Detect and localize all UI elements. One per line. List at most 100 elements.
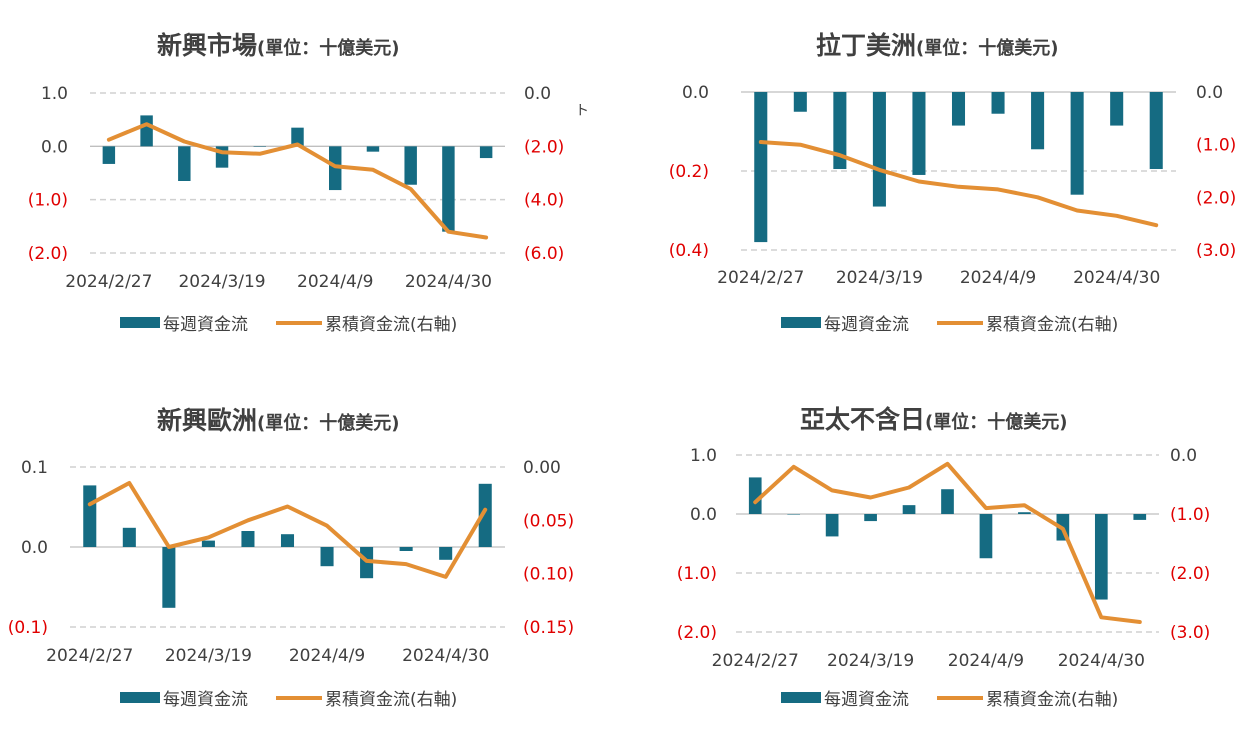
chart-legend: 每週資金流 累積資金流(右軸) — [781, 310, 1118, 335]
stray-mark: ト — [575, 103, 589, 119]
bar — [178, 146, 191, 181]
right-tick-label: (6.0) — [524, 244, 564, 264]
bar — [754, 92, 768, 243]
chart-panel-latin-america: 0.0 (0.2) (0.4) 0.0 (1.0) (2.0) (3.0) 2024/2/27… — [624, 0, 1244, 360]
legend-line-swatch — [937, 320, 983, 325]
x-tick-label: 2024/4/9 — [948, 651, 1024, 671]
bar — [291, 127, 304, 147]
legend-line-label: 累積資金流(右軸) — [986, 690, 1119, 710]
bar — [280, 534, 295, 547]
legend-bar-label: 每週資金流 — [824, 690, 909, 710]
left-tick-label: (1.0) — [28, 191, 68, 211]
legend-bar-label: 每週資金流 — [824, 315, 909, 335]
bar — [201, 540, 215, 547]
legend-line-label: 累積資金流(右軸) — [986, 315, 1119, 335]
x-tick-label: 2024/3/19 — [178, 272, 265, 292]
bar — [241, 531, 255, 547]
chart-title-main: 新興歐洲 — [157, 406, 258, 435]
bar — [404, 146, 417, 185]
bar — [1133, 514, 1147, 520]
left-tick-label: 0.0 — [41, 137, 68, 157]
chart-legend: 每週資金流 累積資金流(右軸) — [781, 685, 1118, 710]
x-tick-label: 2024/2/27 — [65, 272, 152, 292]
right-tick-label: (1.0) — [1170, 505, 1210, 525]
bar — [442, 146, 455, 232]
left-tick-label: 0.0 — [690, 505, 717, 525]
bar — [439, 547, 453, 560]
bar — [1110, 92, 1124, 126]
bar — [991, 92, 1005, 114]
bar — [833, 92, 847, 170]
right-tick-label: 0.0 — [1170, 446, 1197, 466]
left-tick-label: 1.0 — [690, 446, 717, 466]
x-tick-label: 2024/3/19 — [836, 268, 923, 288]
right-tick-label: (2.0) — [524, 137, 564, 157]
bar — [951, 92, 966, 126]
chart-title-unit: (單位：十億美元) — [257, 38, 400, 59]
left-tick-label: (1.0) — [677, 564, 717, 584]
left-tick-label: 0.0 — [21, 538, 48, 558]
x-tick-label: 2024/2/27 — [712, 651, 799, 671]
right-tick-label: 0.0 — [524, 84, 551, 104]
right-tick-label: (3.0) — [1196, 241, 1236, 261]
right-tick-label: (3.0) — [1170, 623, 1210, 643]
right-tick-label: (2.0) — [1196, 188, 1236, 208]
legend-line-swatch — [937, 695, 983, 700]
bar — [1031, 92, 1045, 150]
legend-bar-swatch — [120, 692, 160, 703]
right-tick-label: (0.10) — [523, 565, 574, 585]
chart-title-main: 新興市場 — [157, 31, 258, 60]
x-tick-label: 2024/3/19 — [165, 646, 252, 666]
right-tick-label: (4.0) — [524, 191, 564, 211]
bar — [253, 146, 266, 147]
legend-bar-label: 每週資金流 — [163, 690, 248, 710]
right-tick-label: (2.0) — [1170, 564, 1210, 584]
chart-title: 亞太不含日(單位：十億美元) — [800, 400, 1067, 436]
right-tick-label: (0.05) — [523, 511, 574, 531]
chart-title: 拉丁美洲(單位：十億美元) — [816, 26, 1058, 62]
legend-bar-swatch — [120, 317, 160, 328]
bar — [1070, 92, 1084, 195]
bar — [872, 92, 886, 207]
cumulative-line — [753, 461, 1142, 624]
bar — [140, 115, 153, 147]
legend-bar-swatch — [781, 692, 821, 703]
bar — [366, 146, 380, 152]
chart-title: 新興歐洲(單位：十億美元) — [157, 401, 399, 437]
chart-title-main: 亞太不含日 — [800, 405, 926, 434]
chart-plot: 0.0 (0.2) (0.4) 0.0 (1.0) (2.0) (3.0) 2024/2/27… — [669, 83, 1237, 288]
left-tick-label: (0.2) — [669, 162, 709, 182]
x-tick-label: 2024/4/9 — [289, 646, 365, 666]
chart-plot: 0.1 0.0 (0.1) 0.00 (0.05) (0.10) (0.15) 2024/2/… — [8, 458, 574, 666]
legend-bar-swatch — [781, 317, 821, 328]
chart-title-unit: (單位：十億美元) — [916, 38, 1059, 59]
bar — [902, 505, 916, 514]
chart-title-unit: (單位：十億美元) — [925, 412, 1068, 433]
left-tick-label: (0.1) — [8, 618, 48, 638]
legend-line-swatch — [276, 695, 322, 700]
cumulative-line — [87, 481, 488, 579]
left-tick-label: 1.0 — [41, 84, 68, 104]
x-tick-label: 2024/2/27 — [46, 646, 133, 666]
left-tick-label: 0.1 — [21, 458, 48, 478]
bar — [912, 92, 926, 175]
left-tick-label: 0.0 — [682, 83, 709, 103]
bar — [162, 547, 176, 608]
bar — [122, 527, 136, 547]
bar — [478, 483, 492, 547]
bar — [1094, 514, 1108, 600]
bar — [748, 477, 762, 514]
x-tick-label: 2024/2/27 — [717, 268, 804, 288]
chart-title: 新興市場(單位：十億美元) — [157, 26, 399, 62]
bar — [320, 547, 334, 567]
x-tick-label: 2024/4/30 — [1058, 651, 1145, 671]
bar — [83, 485, 97, 547]
bar — [941, 489, 954, 514]
right-tick-label: 0.0 — [1196, 83, 1223, 103]
x-tick-label: 2024/4/30 — [402, 646, 489, 666]
right-tick-label: (0.15) — [523, 618, 574, 638]
cumulative-line — [106, 122, 489, 240]
chart-plot: 1.0 0.0 (1.0) (2.0) 0.0 (1.0) (2.0) (3.0) 2024/2… — [677, 446, 1211, 671]
x-tick-label: 2024/4/9 — [297, 272, 373, 292]
bar — [1018, 512, 1031, 514]
